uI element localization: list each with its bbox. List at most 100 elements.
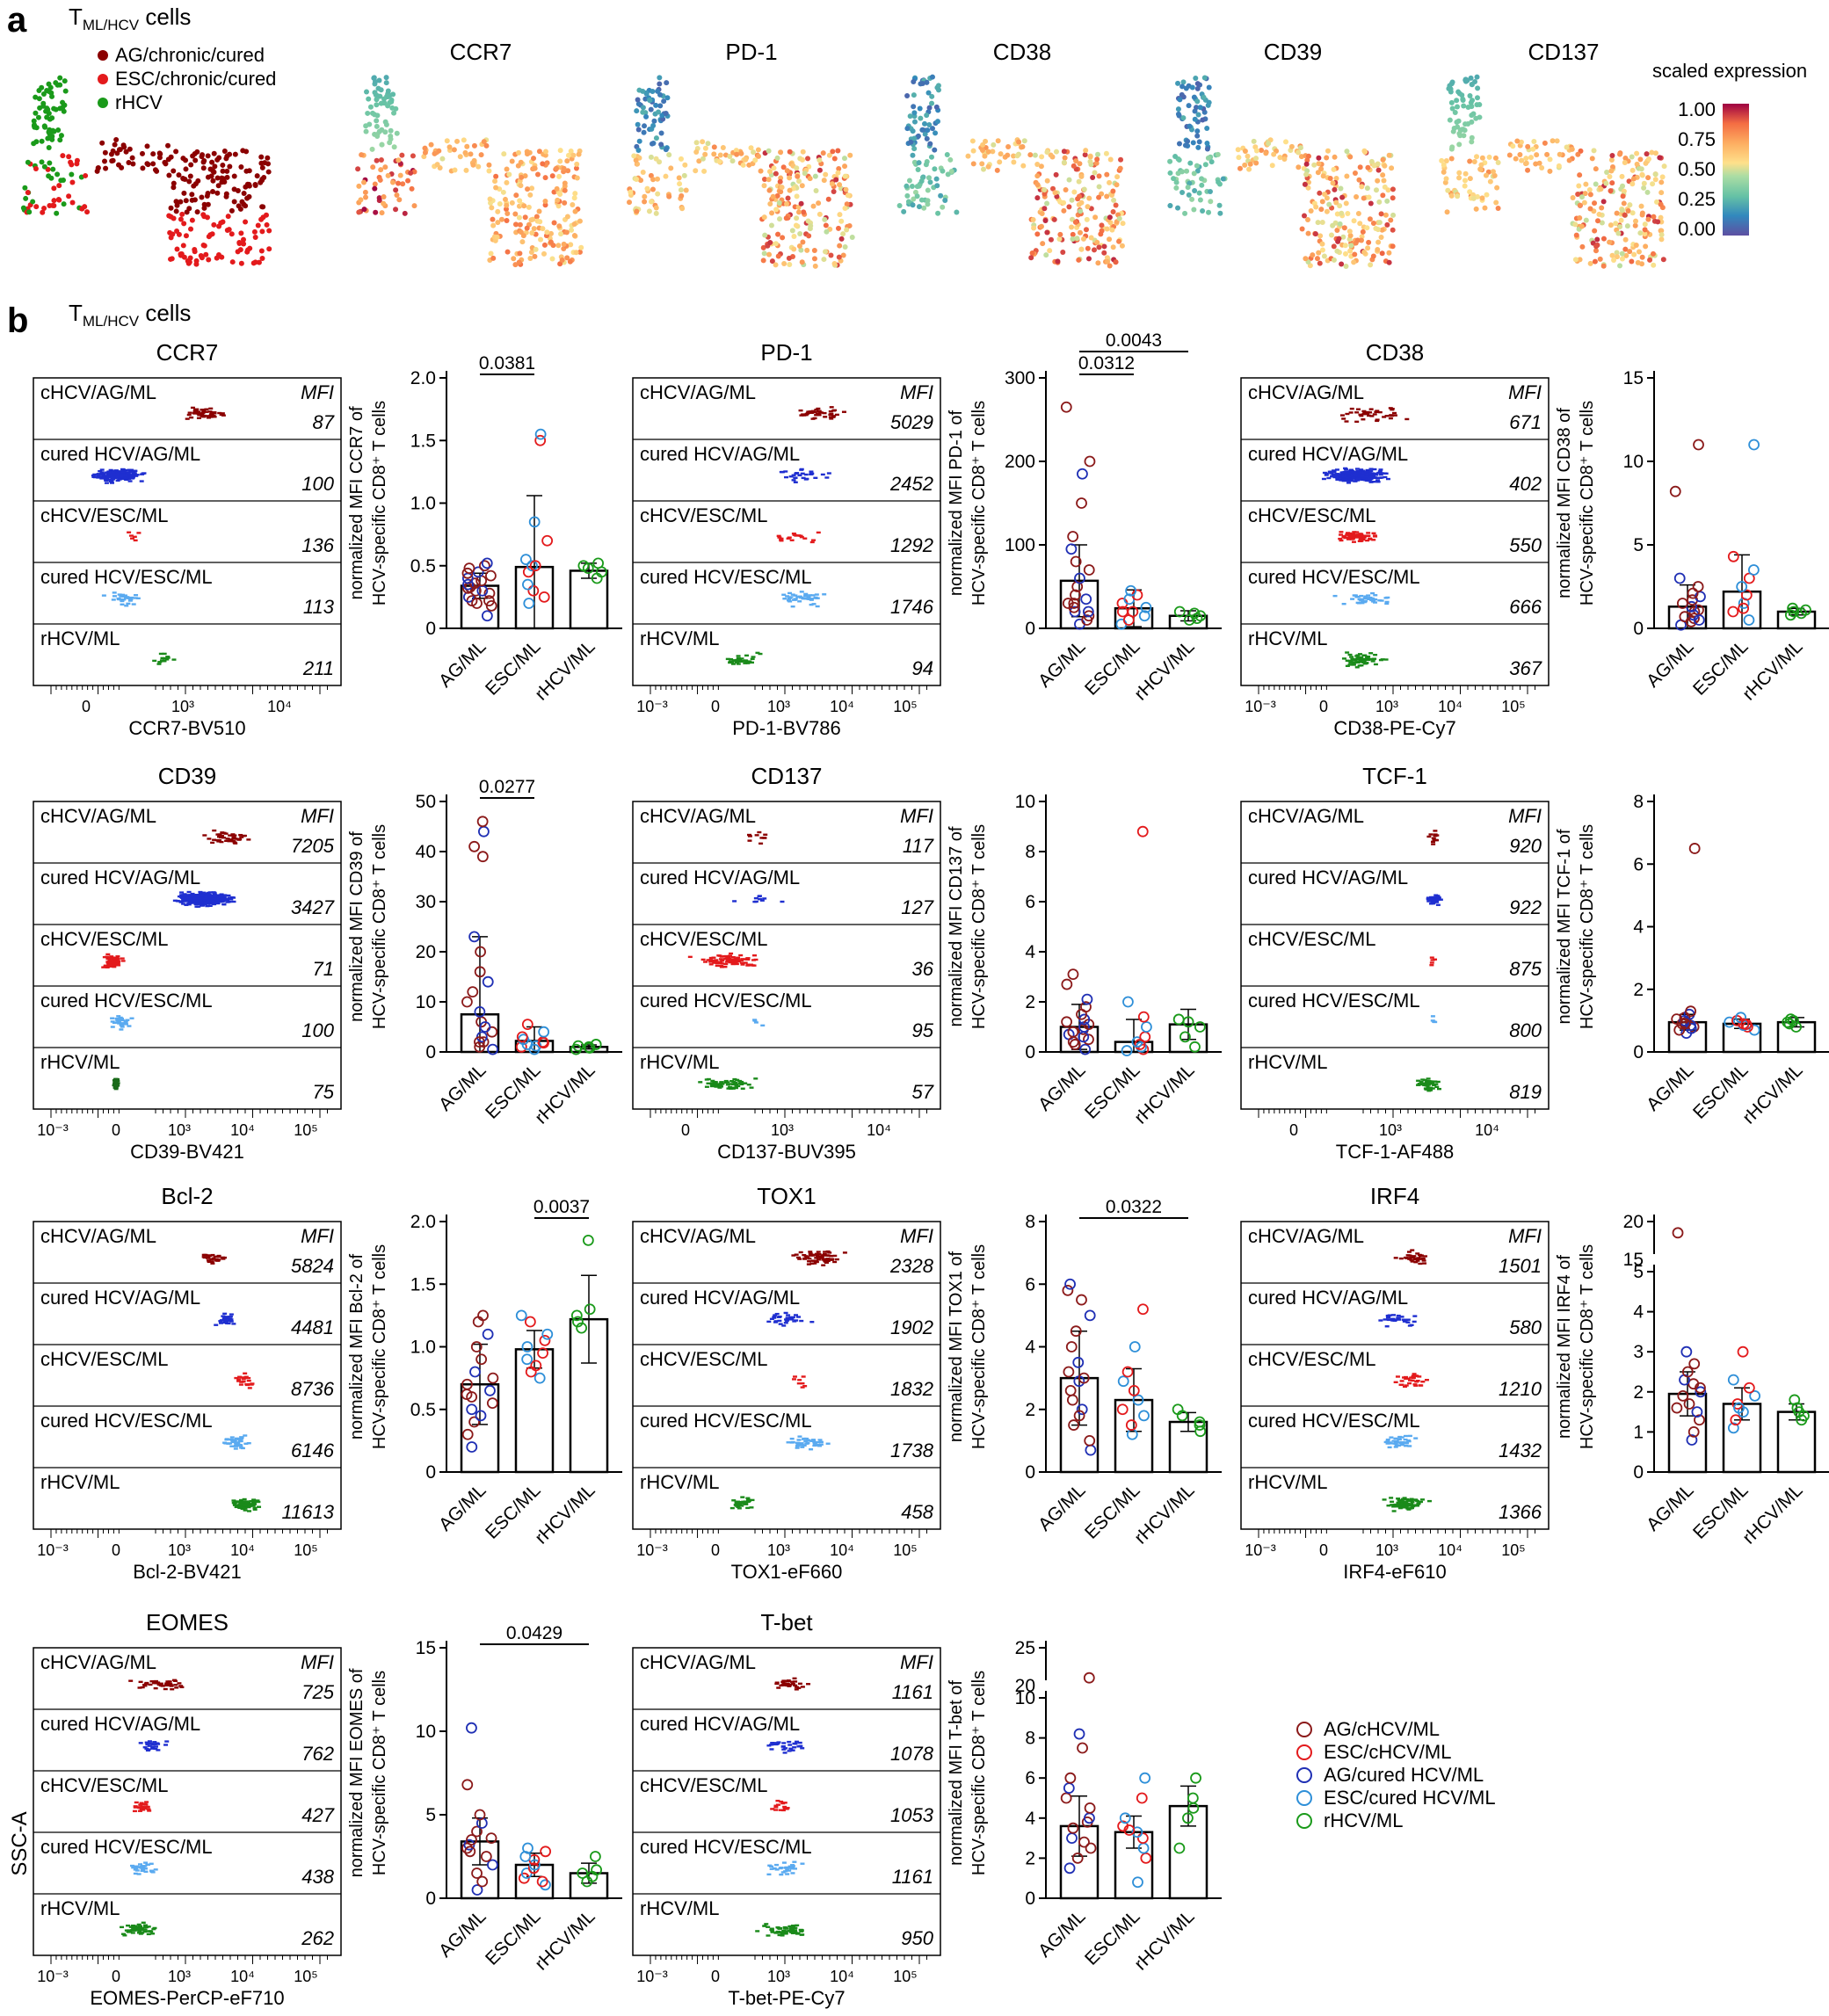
umap-point <box>170 231 176 237</box>
umap-point <box>929 100 935 106</box>
umap-point <box>634 108 640 114</box>
umap-point <box>1191 207 1197 213</box>
umap-point <box>927 179 933 185</box>
umap-point <box>41 205 47 211</box>
flow-row-label: cured HCV/ESC/ML <box>40 1410 213 1432</box>
mfi-value: 211 <box>302 657 334 679</box>
umap-point <box>209 159 215 165</box>
umap-point <box>555 243 562 249</box>
umap-point <box>187 255 193 261</box>
flow-event <box>1354 531 1360 533</box>
data-point <box>1070 555 1082 568</box>
flow-event <box>790 605 795 608</box>
umap-point <box>924 135 930 141</box>
umap-point <box>635 97 641 103</box>
umap-point <box>394 130 400 136</box>
flow-event <box>129 476 134 479</box>
umap-point <box>1208 199 1214 205</box>
umap-point <box>1342 250 1348 257</box>
flow-tick-label: 10⁴ <box>867 1121 891 1139</box>
umap-point <box>1474 95 1480 101</box>
flow-event <box>210 1262 215 1265</box>
umap-point <box>1614 210 1620 216</box>
flow-event <box>799 468 804 471</box>
umap-point <box>186 259 192 265</box>
umap-point <box>1494 185 1500 191</box>
umap-point <box>820 150 826 156</box>
umap-point <box>1104 171 1110 178</box>
flow-event <box>210 1253 215 1257</box>
flow-tick-label: 10⁻³ <box>1245 698 1276 715</box>
umap-point <box>1253 148 1259 154</box>
umap-point <box>932 147 938 153</box>
umap-point <box>760 257 766 264</box>
data-point <box>521 1019 533 1031</box>
umap-point <box>983 138 989 144</box>
umap-point <box>799 156 805 163</box>
umap-point <box>1113 259 1119 265</box>
data-point <box>461 567 474 579</box>
flow-event <box>110 1020 115 1023</box>
umap-point <box>1220 176 1226 182</box>
flow-event <box>123 1021 128 1024</box>
flow-event <box>1378 658 1383 662</box>
flow-event <box>803 473 809 476</box>
umap-point <box>1182 142 1188 149</box>
umap-point <box>1092 170 1098 176</box>
x-tick-label: AG/ML <box>1643 636 1697 691</box>
flow-event <box>98 475 103 478</box>
flow-event <box>794 472 799 475</box>
umap-point <box>201 243 207 249</box>
umap-point <box>1343 200 1349 207</box>
flow-event <box>192 410 198 413</box>
flow-event <box>117 478 122 481</box>
data-point <box>476 851 489 863</box>
umap-point <box>144 143 150 149</box>
flow-event <box>814 409 819 411</box>
umap-point <box>393 105 399 112</box>
umap-point <box>774 155 780 161</box>
data-point <box>1785 1013 1796 1025</box>
flow-event <box>190 406 195 410</box>
umap-point <box>211 169 217 175</box>
flow-event <box>759 899 765 902</box>
flow-event <box>213 899 218 903</box>
umap-point <box>1471 158 1477 164</box>
umap-point <box>374 123 380 129</box>
mfi-value: 920 <box>1509 835 1542 857</box>
flow-event <box>779 470 784 474</box>
umap-point <box>486 162 492 168</box>
flow-event <box>109 480 114 482</box>
umap-point <box>1456 141 1462 148</box>
flow-event <box>1375 419 1380 423</box>
flow-event <box>92 475 98 479</box>
colorbar-gradient <box>1723 104 1749 236</box>
flow-tick-label: 10³ <box>171 698 194 715</box>
flow-frame <box>33 1221 342 1530</box>
umap-point <box>1477 166 1484 172</box>
flow-event <box>1364 662 1369 664</box>
umap-point <box>1609 252 1615 258</box>
umap-point <box>748 145 754 151</box>
data-point <box>1743 614 1755 626</box>
flow-event <box>212 829 217 832</box>
umap-point <box>997 159 1003 165</box>
flow-event <box>1354 470 1360 473</box>
umap-point <box>1104 193 1110 199</box>
data-point <box>1070 589 1081 601</box>
umap-point <box>374 157 380 163</box>
umap-point <box>1654 199 1660 205</box>
umap-point <box>1542 140 1548 146</box>
data-point <box>1081 993 1093 1005</box>
umap-point <box>1632 222 1638 228</box>
umap-point <box>1206 84 1212 91</box>
umap-point <box>565 152 571 158</box>
umap-point <box>199 255 205 261</box>
flow-event <box>806 598 811 600</box>
flow-tick-label: 10⁴ <box>267 698 292 715</box>
umap-point <box>33 204 40 210</box>
umap-point <box>1586 187 1593 193</box>
flow-event <box>214 901 220 904</box>
flow-event <box>234 838 239 840</box>
umap-point <box>1657 155 1663 161</box>
